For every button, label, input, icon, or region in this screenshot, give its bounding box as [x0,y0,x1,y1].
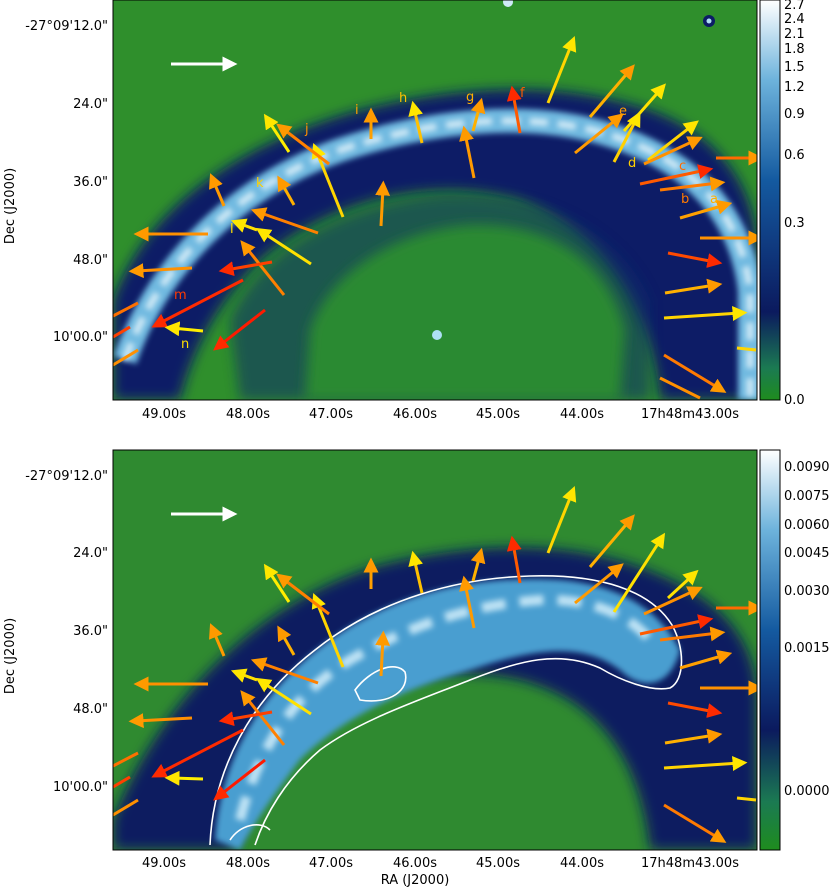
ra-tick: 48.00s [226,407,270,422]
dec-tick: -27°09'12.0" [25,469,108,484]
dec-tick: 48.0" [73,253,108,268]
top-ylabel: Dec (J2000) [3,168,18,244]
svg-text:0.9: 0.9 [784,107,805,122]
ra-tick: 44.00s [560,407,604,422]
contour [209,575,683,846]
label-f: f [520,86,525,101]
label-g: g [466,90,474,105]
svg-text:1.5: 1.5 [784,60,805,75]
label-h: h [399,91,407,106]
ra-tick: 17h48m43.00s [641,856,739,871]
svg-text:1.8: 1.8 [784,42,805,57]
svg-text:0.0060: 0.0060 [784,518,830,533]
label-j: j [304,122,309,137]
svg-text:2.1: 2.1 [784,27,805,42]
svg-text:2.7: 2.7 [784,0,805,13]
point-source [432,330,442,340]
bottom-ra-axis: 49.00s 48.00s 47.00s 46.00s 45.00s 44.00… [142,856,739,871]
top-ra-axis: 49.00s 48.00s 47.00s 46.00s 45.00s 44.00… [142,407,739,422]
dec-tick: 24.0" [73,97,108,112]
bottom-ylabel: Dec (J2000) [3,618,18,694]
top-colorbar: 2.7 2.4 2.1 1.8 1.5 1.2 0.9 0.6 0.3 0.0 [759,0,805,408]
label-k: k [256,176,264,191]
svg-text:0.0075: 0.0075 [784,489,830,504]
ra-tick: 46.00s [393,856,437,871]
ra-tick: 48.00s [226,856,270,871]
bottom-colorbar: 0.0090 0.0075 0.0060 0.0045 0.0030 0.001… [759,449,830,851]
top-dec-axis: -27°09'12.0" 24.0" 36.0" 48.0" 10'00.0" [25,19,108,345]
ra-tick: 45.00s [476,856,520,871]
ra-tick: 17h48m43.00s [641,407,739,422]
dec-tick: 48.0" [73,702,108,717]
bottom-xlabel: RA (J2000) [381,873,450,888]
svg-text:0.0030: 0.0030 [784,584,830,599]
label-l: l [230,222,234,237]
label-c: c [679,159,686,174]
dec-tick: 36.0" [73,624,108,639]
ra-tick: 44.00s [560,856,604,871]
dec-tick: 10'00.0" [53,780,108,795]
ra-tick: 47.00s [309,407,353,422]
svg-text:0.0: 0.0 [784,393,805,408]
svg-text:0.0090: 0.0090 [784,460,830,475]
label-a: a [710,192,718,207]
bottom-panel-image [113,450,757,850]
label-n: n [181,337,189,352]
svg-text:1.2: 1.2 [784,80,805,95]
label-i: i [355,103,359,118]
ra-tick: 47.00s [309,856,353,871]
label-e: e [619,104,627,119]
ra-tick: 49.00s [142,856,186,871]
svg-text:0.0045: 0.0045 [784,546,830,561]
ra-tick: 46.00s [393,407,437,422]
svg-text:0.6: 0.6 [784,148,805,163]
svg-text:2.4: 2.4 [784,12,805,27]
dec-tick: 10'00.0" [53,330,108,345]
svg-text:0.0015: 0.0015 [784,641,830,656]
label-m: m [174,288,187,303]
svg-text:0.0000: 0.0000 [784,784,830,799]
top-panel-image: a b c d e f g h i j k l m n [113,0,757,400]
ra-tick: 45.00s [476,407,520,422]
dec-tick: -27°09'12.0" [25,19,108,34]
dec-tick: 36.0" [73,175,108,190]
label-b: b [681,192,689,207]
dec-tick: 24.0" [73,546,108,561]
ra-tick: 49.00s [142,407,186,422]
svg-text:0.3: 0.3 [784,216,805,231]
label-d: d [628,156,636,171]
bottom-dec-axis: -27°09'12.0" 24.0" 36.0" 48.0" 10'00.0" [25,469,108,795]
